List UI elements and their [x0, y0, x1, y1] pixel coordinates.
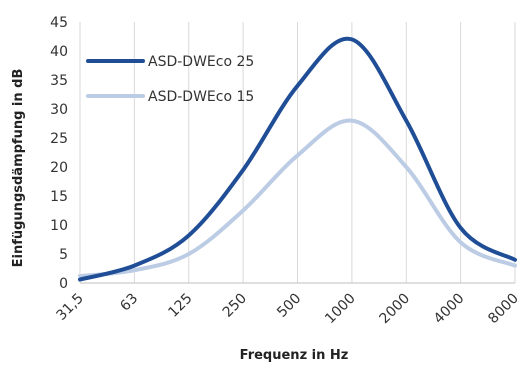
y-tick-label: 40	[50, 44, 68, 60]
y-tick-label: 30	[50, 102, 68, 118]
y-tick-label: 15	[50, 189, 68, 205]
grid-lines	[79, 22, 516, 283]
y-tick-labels: 0 5 10 15 20 25 30 35 40 45	[50, 15, 68, 292]
legend-label-series-1: ASD-DWEco 25	[148, 54, 254, 70]
y-tick-label: 35	[50, 73, 68, 89]
x-tick-label: 63	[117, 291, 141, 315]
x-tick-label: 500	[274, 291, 304, 321]
x-tick-label: 2000	[377, 291, 414, 328]
y-tick-label: 20	[50, 160, 68, 176]
series-line-2	[78, 118, 517, 279]
y-tick-label: 10	[50, 218, 68, 234]
series-line-1	[78, 36, 517, 282]
x-tick-label: 31,5	[53, 291, 86, 324]
series-lines	[78, 36, 517, 282]
y-tick-label: 5	[59, 247, 68, 263]
y-tick-label: 0	[59, 276, 68, 292]
x-tick-label: 125	[165, 291, 195, 321]
y-tick-label: 45	[50, 15, 68, 31]
y-tick-label: 25	[50, 131, 68, 147]
x-tick-label: 8000	[485, 291, 520, 328]
x-tick-label: 250	[220, 291, 250, 321]
x-tick-label: 4000	[431, 291, 468, 328]
x-axis-title: Frequenz in Hz	[240, 348, 349, 363]
x-tick-labels: 31,5 63 125 250 500 1000 2000 4000 8000	[53, 291, 520, 328]
x-tick-label: 1000	[322, 291, 359, 328]
y-axis-title: Einfügungsdämpfung in dB	[11, 69, 26, 268]
legend: ASD-DWEco 25 ASD-DWEco 15	[86, 54, 254, 105]
legend-label-series-2: ASD-DWEco 15	[148, 89, 254, 105]
